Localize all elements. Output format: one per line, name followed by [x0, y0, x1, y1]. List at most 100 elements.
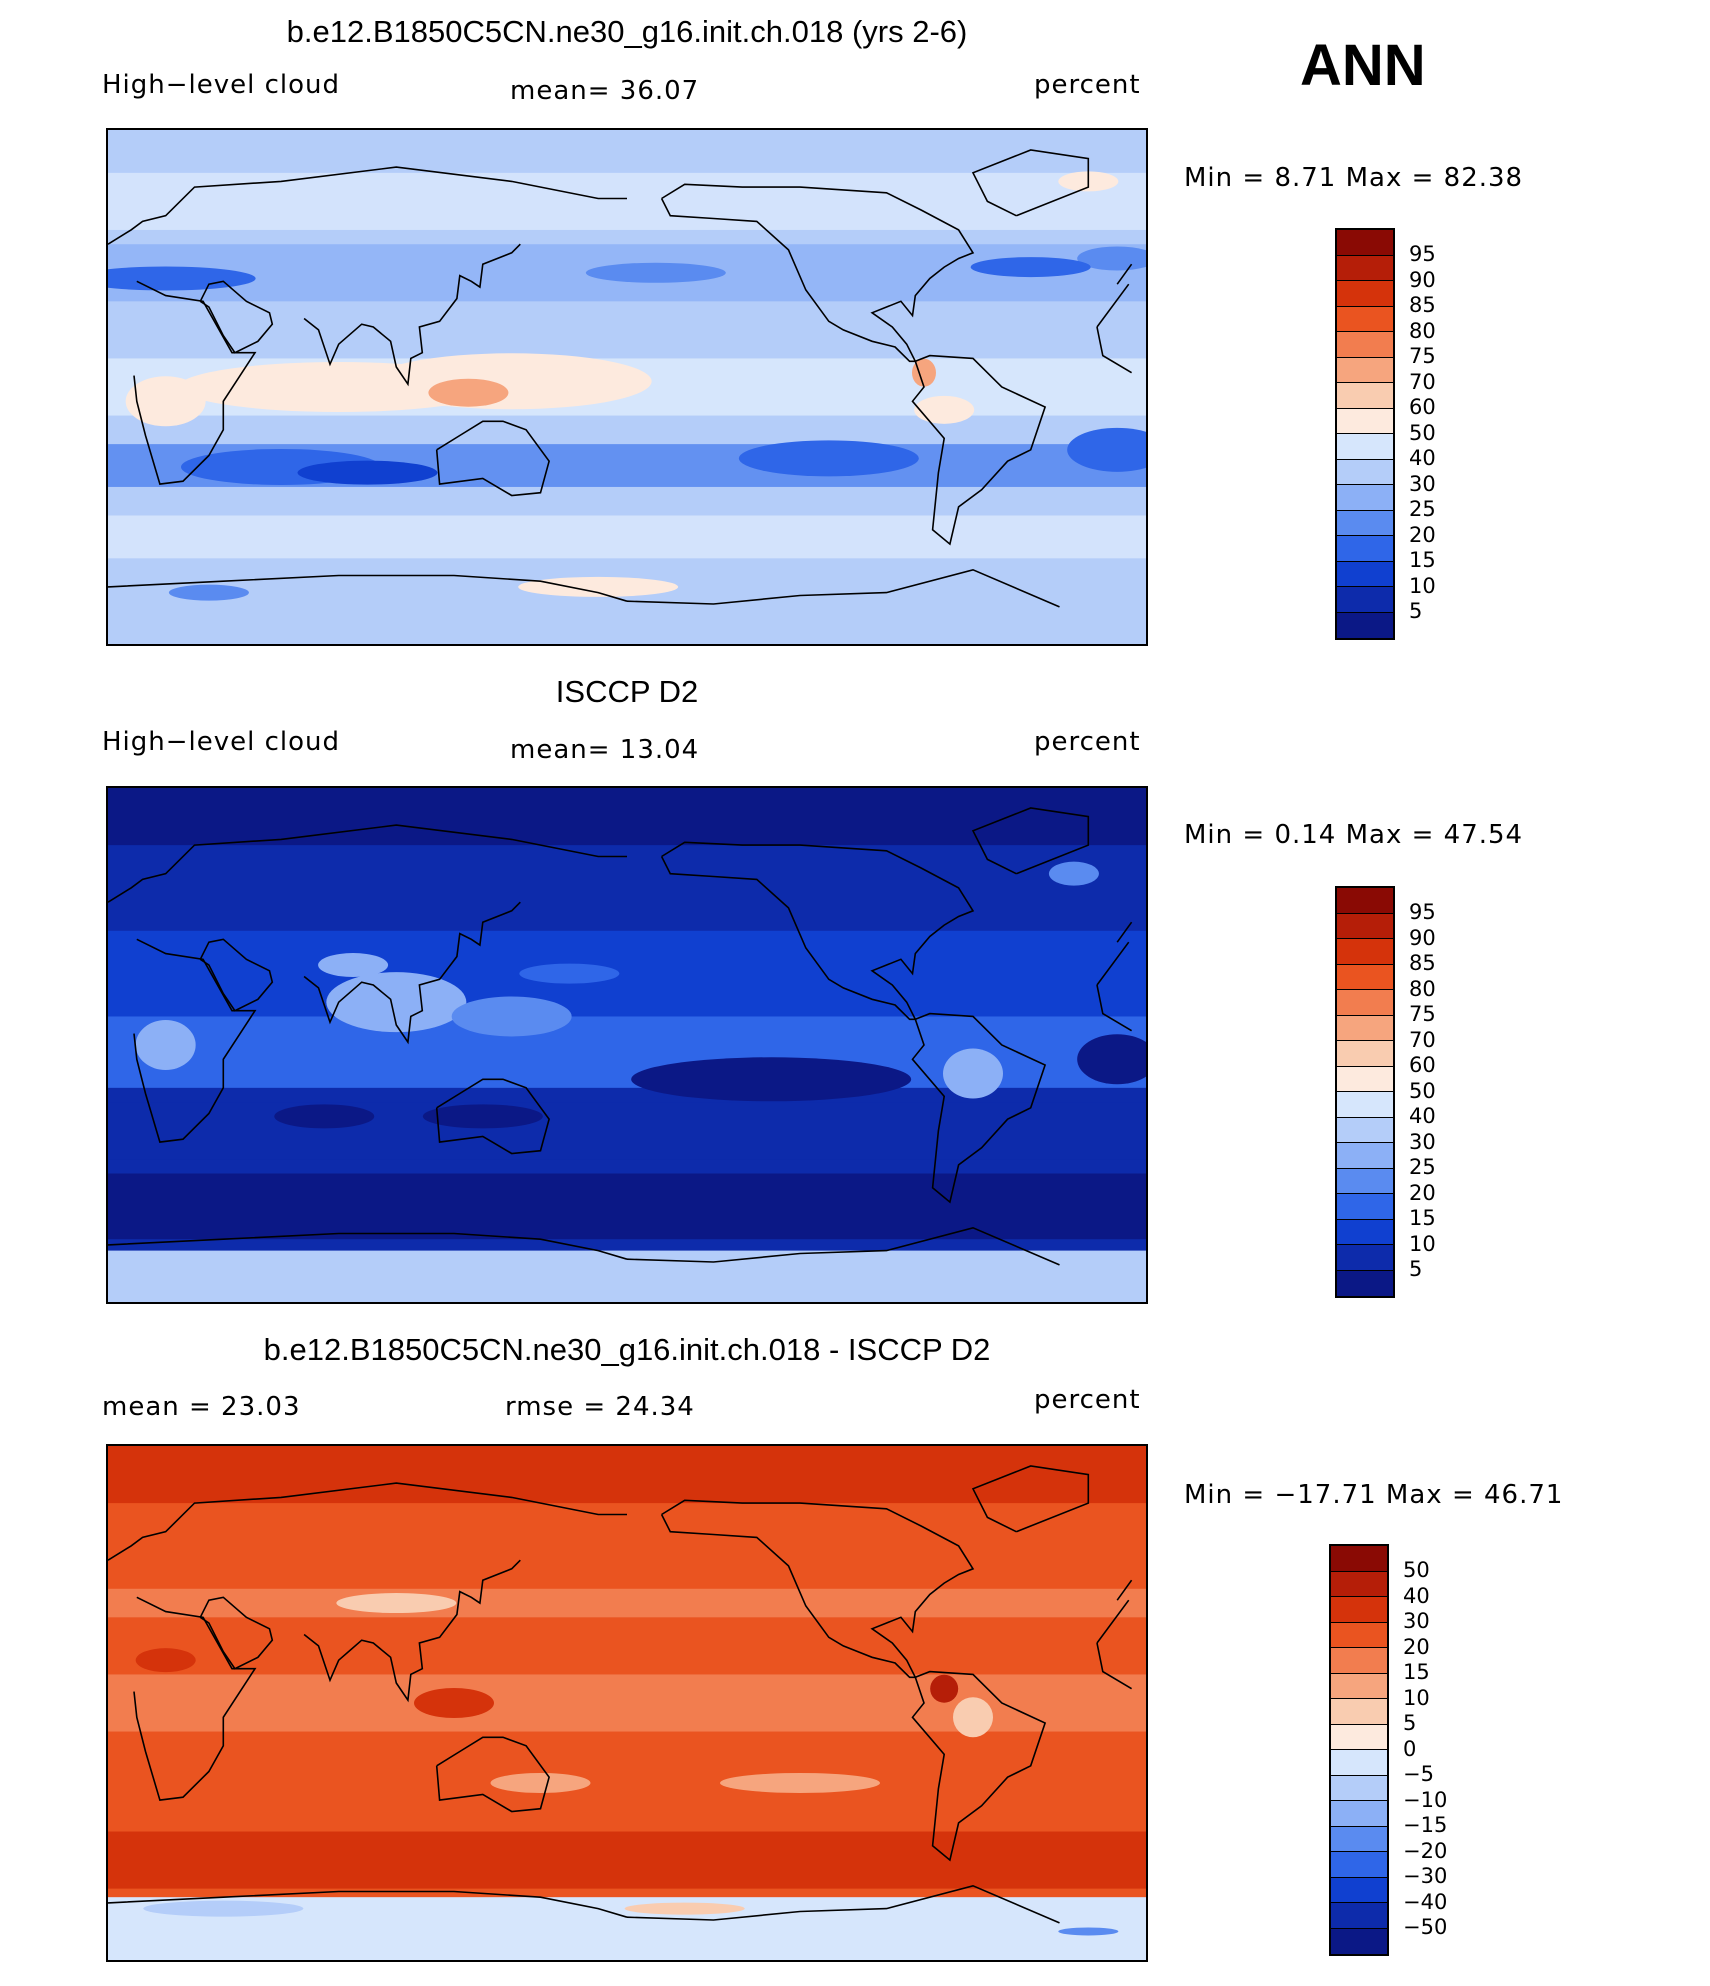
colorbar-tick-label: 20	[1409, 1180, 1436, 1205]
field-contour	[720, 1772, 880, 1793]
colorbar-tick-label: 30	[1409, 471, 1436, 496]
colorbar-segment	[1337, 561, 1393, 587]
colorbar-tick-label: −30	[1403, 1864, 1448, 1888]
field-contour	[274, 1104, 375, 1129]
colorbar-tick-label: 40	[1409, 446, 1436, 470]
coastline	[108, 1232, 628, 1260]
colorbar-segment	[1337, 434, 1393, 460]
colorbar-segment	[1337, 306, 1393, 332]
panel1-units-label: percent	[1034, 70, 1141, 100]
colorbar-tick-label: 70	[1409, 369, 1436, 394]
colorbar-segment	[1337, 1041, 1393, 1067]
colorbar-segment	[1331, 1597, 1387, 1623]
colorbar-segment	[1337, 332, 1393, 358]
colorbar-segment	[1331, 1571, 1387, 1597]
field-band	[108, 515, 1146, 559]
colorbar-tick-label: 5	[1403, 1711, 1417, 1735]
panel3-mean-label: mean = 23.03	[102, 1392, 301, 1422]
field-contour	[518, 576, 679, 597]
coastline	[199, 938, 274, 1012]
field-contour	[738, 440, 919, 477]
field-contour	[519, 963, 620, 984]
coastline	[1096, 941, 1130, 986]
colorbar-segment	[1331, 1877, 1387, 1903]
field-contour	[414, 1688, 494, 1718]
colorbar-tick-label: 75	[1409, 1002, 1436, 1026]
field-contour	[1077, 1034, 1146, 1085]
colorbar-segment	[1331, 1699, 1387, 1725]
field-contour	[1067, 427, 1146, 472]
colorbar-segment	[1337, 255, 1393, 281]
coastline	[1096, 283, 1130, 328]
colorbar-tick-label: 10	[1403, 1685, 1430, 1710]
coastline	[1096, 1599, 1130, 1644]
colorbar-tick-label: 95	[1409, 900, 1436, 924]
field-contour	[930, 1674, 959, 1703]
field-band	[108, 1446, 1146, 1504]
coastline	[971, 149, 1090, 217]
coastline	[199, 1596, 274, 1670]
field-band	[108, 1250, 1146, 1302]
coastline	[911, 354, 1047, 546]
colorbar-tick-label: 15	[1409, 1206, 1436, 1230]
colorbar-segment	[1337, 1015, 1393, 1041]
colorbar-tick-label: 60	[1409, 395, 1436, 419]
coastline	[108, 1482, 627, 1561]
colorbar-segment	[1337, 281, 1393, 307]
field-contour	[490, 1772, 591, 1793]
colorbar-tick-label: 85	[1409, 951, 1436, 975]
colorbar-segment	[1337, 964, 1393, 990]
field-contour	[125, 376, 206, 427]
colorbar-segment	[1337, 485, 1393, 511]
coastline	[108, 574, 628, 602]
field-contour	[318, 953, 389, 978]
field-contour	[585, 262, 726, 283]
panel1-map	[106, 128, 1148, 646]
colorbar-tick-label: 90	[1409, 925, 1436, 950]
panel2-units-label: percent	[1034, 727, 1141, 757]
field-band	[108, 586, 1146, 644]
colorbar-segment	[1331, 1801, 1387, 1827]
panel3-colorbar	[1329, 1544, 1389, 1956]
coastline	[626, 1226, 1060, 1266]
coastline	[1096, 326, 1133, 374]
panel3-units-label: percent	[1034, 1385, 1141, 1415]
coastline	[660, 841, 975, 1021]
colorbar-tick-label: 5	[1409, 599, 1423, 623]
coastline	[971, 1465, 1090, 1533]
colorbar-segment	[1337, 1194, 1393, 1220]
colorbar-segment	[1337, 408, 1393, 434]
colorbar-tick-label: 15	[1403, 1660, 1430, 1684]
coastline	[133, 280, 257, 485]
colorbar-segment	[1331, 1928, 1387, 1954]
coastline	[199, 280, 274, 354]
colorbar-tick-label: 20	[1403, 1634, 1430, 1659]
colorbar-tick-label: 50	[1409, 420, 1436, 445]
colorbar-segment	[1337, 1092, 1393, 1118]
colorbar-segment	[1331, 1673, 1387, 1699]
coastline	[1096, 1642, 1133, 1690]
colorbar-tick-label: 40	[1409, 1104, 1436, 1128]
coastline	[1116, 921, 1133, 943]
colorbar-tick-label: 70	[1409, 1027, 1436, 1052]
colorbar-tick-label: 75	[1409, 344, 1436, 368]
colorbar-segment	[1331, 1826, 1387, 1852]
colorbar-segment	[1337, 612, 1393, 638]
colorbar-tick-label: 80	[1409, 976, 1436, 1001]
field-contour	[297, 460, 438, 485]
panel2-variable-label: High−level cloud	[102, 727, 341, 757]
field-contour	[326, 972, 467, 1033]
field-contour	[953, 1697, 993, 1738]
coastline	[660, 183, 975, 363]
colorbar-tick-label: 10	[1409, 1231, 1436, 1256]
coastline	[660, 1499, 975, 1679]
field-contour	[1058, 1927, 1119, 1936]
colorbar-segment	[1331, 1546, 1387, 1572]
coastline	[435, 1078, 550, 1155]
field-contour	[371, 353, 652, 410]
field-contour	[135, 1020, 196, 1070]
colorbar-segment	[1337, 913, 1393, 939]
field-contour	[943, 1048, 1003, 1099]
coastline	[626, 568, 1060, 608]
field-contour	[1048, 861, 1099, 886]
